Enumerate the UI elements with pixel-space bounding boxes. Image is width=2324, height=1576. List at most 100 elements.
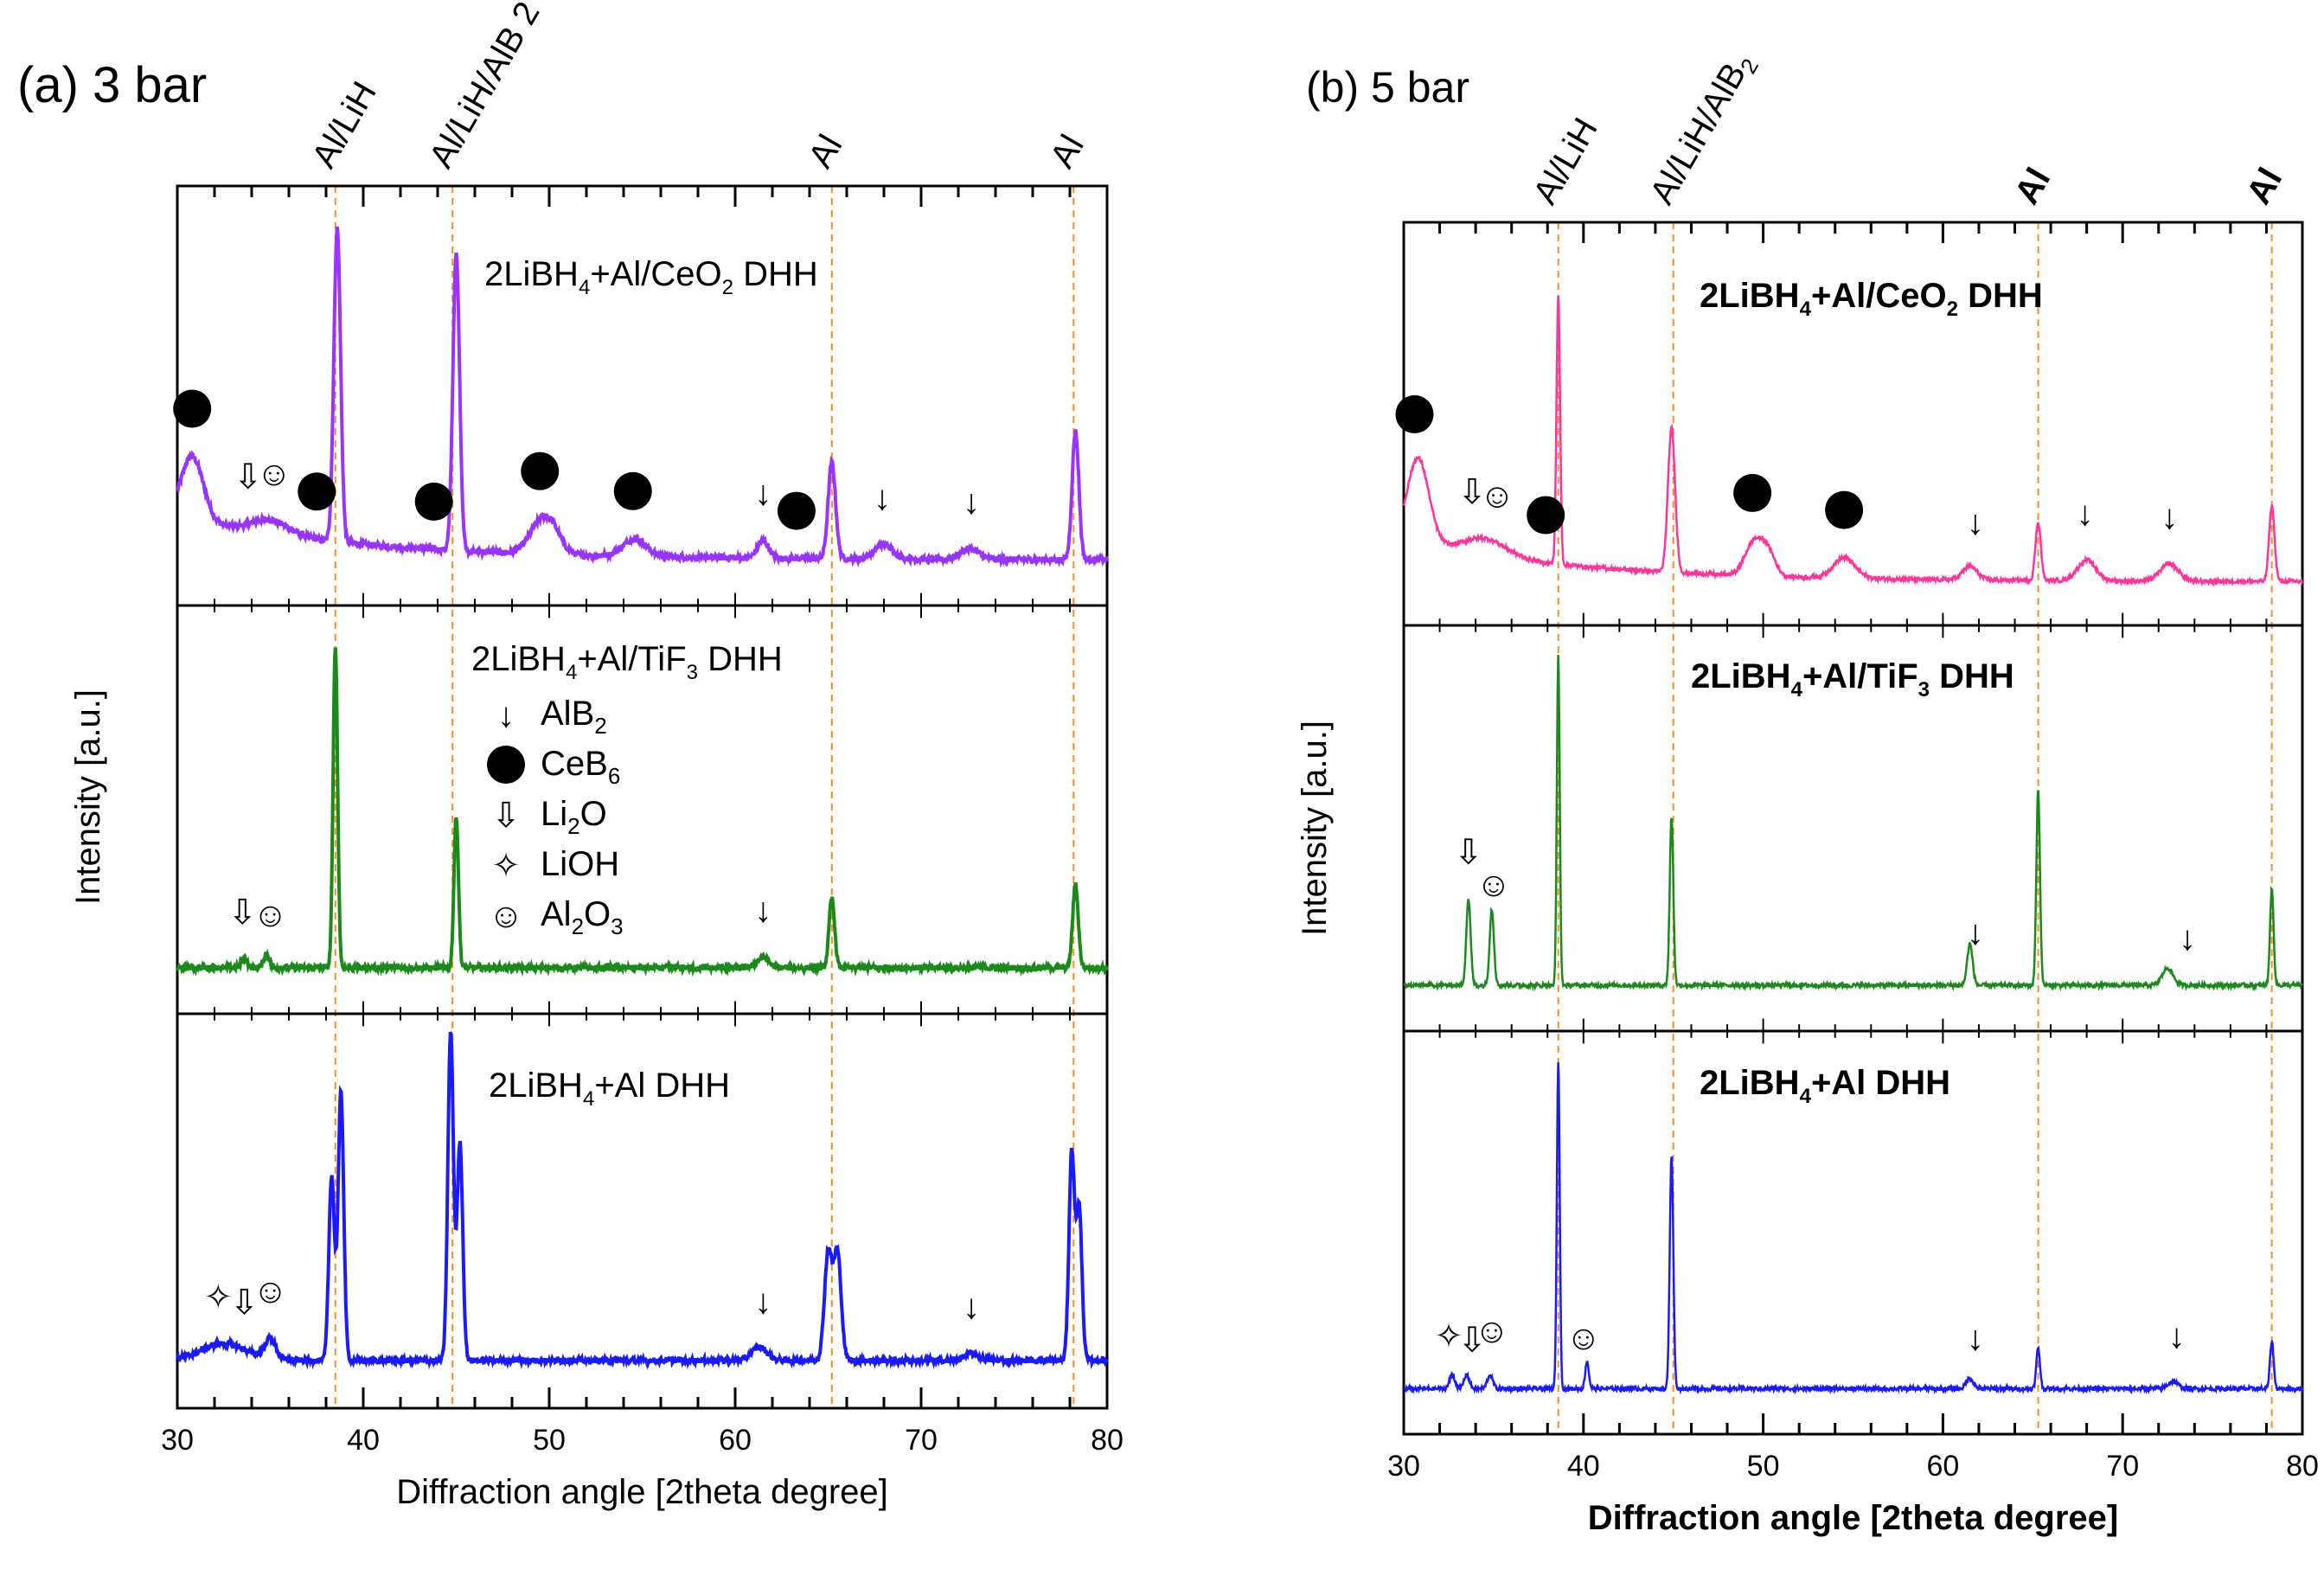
plot-frame — [176, 184, 1109, 1410]
svg-text:⇩: ⇩ — [234, 458, 263, 497]
svg-text:★: ★ — [1402, 399, 1427, 430]
sparkle-marker-icon: ✧ — [204, 1278, 234, 1317]
series-title: 2LiBH4+Al/CeO2 DHH — [484, 255, 818, 299]
arrow-marker-icon: ↓ — [2077, 495, 2094, 533]
svg-text:↓: ↓ — [1967, 914, 1984, 952]
x-tick-label: 70 — [2106, 1450, 2139, 1483]
series-title: 2LiBH4+Al DHH — [489, 1067, 730, 1111]
series-line — [176, 1031, 1109, 1370]
arrow-marker-icon: ↓ — [2161, 498, 2178, 536]
arrow-marker-icon: ↓ — [497, 696, 515, 734]
legend-label: CeB6 — [541, 745, 620, 789]
svg-text:★: ★ — [620, 476, 645, 507]
sparkle-marker-icon: ✧ — [1434, 1317, 1463, 1355]
face-marker-icon: ☺ — [253, 1272, 288, 1310]
hollow-arrow-marker-icon: ⇩ — [1454, 833, 1483, 871]
face-marker-icon: ☺ — [253, 896, 288, 934]
top-peak-label: Al/LiH/AlB2 — [1642, 46, 1764, 213]
series-line — [1403, 655, 2304, 992]
top-peak-label: Al — [1043, 129, 1092, 175]
legend: ↓ AlB2 ★ CeB6 ⇩ Li2O ✧ LiOH ☺ Al2O3 — [487, 695, 624, 939]
x-axis-label: Diffraction angle [2theta degree] — [396, 1473, 888, 1511]
svg-text:⇩: ⇩ — [1457, 473, 1487, 511]
series-0: ★ ⇩☺ ★ ★ ★ ★ ↓ ★ ↓ ↓ 2LiBH4+Al/CeO2 DHH — [173, 226, 1109, 568]
plot-frame — [1402, 221, 2304, 1436]
svg-text:☺: ☺ — [489, 897, 524, 935]
series-2: ✧⇩☺ ☺ ↓ ↓2LiBH4+Al DHH — [1403, 1062, 2304, 1395]
face-marker-icon: ☺ — [256, 455, 291, 493]
x-tick-label: 60 — [1926, 1450, 1959, 1483]
svg-text:↓: ↓ — [963, 1288, 980, 1326]
star-marker-icon: ★ — [298, 472, 336, 511]
x-tick-label: 30 — [161, 1424, 194, 1457]
face-marker-icon: ☺ — [1480, 477, 1515, 515]
series-title: 2LiBH4+Al/CeO2 DHH — [1700, 277, 2043, 321]
star-marker-icon: ★ — [1733, 473, 1772, 512]
legend-label: Al2O3 — [541, 895, 624, 939]
face-marker-icon: ☺ — [1474, 1312, 1509, 1350]
hollow-arrow-marker-icon: ⇩ — [227, 894, 257, 932]
svg-text:↓: ↓ — [2077, 495, 2094, 533]
svg-text:★: ★ — [1533, 499, 1559, 530]
svg-text:↓: ↓ — [963, 484, 980, 522]
svg-text:⇩: ⇩ — [230, 1284, 259, 1322]
star-marker-icon: ★ — [1825, 490, 1864, 529]
arrow-marker-icon: ↓ — [2179, 919, 2196, 958]
svg-text:☺: ☺ — [253, 896, 288, 934]
svg-text:★: ★ — [421, 486, 446, 517]
hollow-arrow-marker-icon: ⇩ — [1457, 1321, 1487, 1359]
svg-text:★: ★ — [494, 749, 519, 780]
svg-text:↓: ↓ — [1967, 504, 1984, 542]
star-marker-icon: ★ — [414, 482, 453, 521]
svg-text:↓: ↓ — [2161, 498, 2178, 536]
svg-text:☺: ☺ — [1476, 866, 1511, 904]
arrow-marker-icon: ↓ — [1967, 1320, 1984, 1358]
arrow-marker-icon: ↓ — [754, 1283, 771, 1321]
series-1: ⇩☺ ↓2LiBH4+Al/TiF3 DHH — [176, 640, 1109, 977]
svg-text:↓: ↓ — [754, 892, 771, 930]
arrow-marker-icon: ↓ — [874, 479, 891, 517]
svg-text:↓: ↓ — [754, 475, 771, 513]
panel-label: (a) 3 bar — [17, 57, 207, 113]
svg-text:✧: ✧ — [1434, 1317, 1463, 1355]
svg-text:↓: ↓ — [874, 479, 891, 517]
svg-text:↓: ↓ — [497, 696, 515, 734]
svg-text:★: ★ — [1740, 477, 1765, 509]
star-marker-icon: ★ — [1395, 394, 1434, 433]
panel-b: (b) 5 bar 30 40 50 60 70 80 Diffraction angle [… — [1296, 46, 2319, 1537]
arrow-marker-icon: ↓ — [1967, 504, 1984, 542]
svg-text:★: ★ — [304, 476, 330, 507]
x-tick-label: 50 — [1747, 1450, 1780, 1483]
svg-text:↓: ↓ — [754, 1283, 771, 1321]
svg-text:☺: ☺ — [1480, 477, 1515, 515]
x-tick-label: 50 — [533, 1424, 566, 1457]
x-tick-label: 40 — [1567, 1450, 1600, 1483]
legend-label: LiOH — [541, 845, 619, 883]
svg-text:★: ★ — [528, 455, 553, 486]
svg-text:☺: ☺ — [253, 1272, 288, 1310]
face-marker-icon: ☺ — [1565, 1319, 1601, 1357]
arrow-marker-icon: ↓ — [963, 1288, 980, 1326]
hollow-arrow-marker-icon: ⇩ — [491, 797, 521, 835]
series-title: 2LiBH4+Al DHH — [1700, 1064, 1950, 1108]
top-peak-label: Al/LiH/AlB 2 — [422, 0, 547, 175]
star-marker-icon: ★ — [173, 389, 212, 428]
top-peak-label: Al — [2007, 162, 2058, 211]
star-marker-icon: ★ — [487, 746, 525, 784]
star-marker-icon: ★ — [613, 471, 652, 510]
svg-text:↓: ↓ — [1967, 1320, 1984, 1358]
face-marker-icon: ☺ — [489, 897, 524, 935]
svg-text:✧: ✧ — [491, 847, 521, 885]
top-peak-label: Al — [2239, 162, 2289, 211]
svg-text:☺: ☺ — [1565, 1319, 1601, 1357]
series-line — [176, 647, 1109, 977]
y-axis-label: Intensity [a.u.] — [1296, 721, 1334, 936]
series-line — [1403, 1062, 2304, 1395]
x-tick-label: 70 — [905, 1424, 938, 1457]
x-tick-label: 40 — [347, 1424, 380, 1457]
svg-text:✧: ✧ — [204, 1278, 234, 1317]
svg-text:⇩: ⇩ — [227, 894, 257, 932]
top-peak-label: Al — [801, 129, 849, 175]
star-marker-icon: ★ — [521, 452, 560, 490]
series-title: 2LiBH4+Al/TiF3 DHH — [471, 640, 783, 684]
